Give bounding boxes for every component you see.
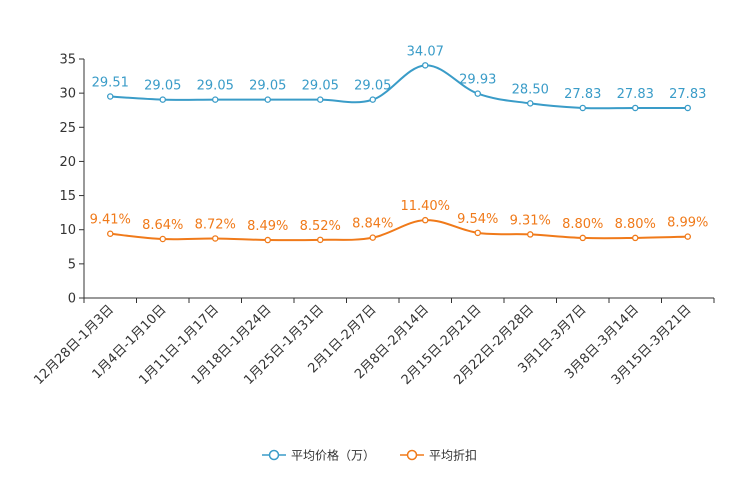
legend-item-average-price: 平均价格（万） — [262, 448, 375, 463]
data-point — [159, 235, 166, 243]
data-point — [316, 236, 324, 244]
data-point — [632, 104, 639, 112]
data-label: 28.50 — [512, 82, 549, 97]
data-label: 29.05 — [249, 79, 286, 94]
data-point — [107, 230, 114, 237]
data-point — [369, 96, 376, 103]
data-point — [474, 90, 481, 97]
data-label: 29.05 — [197, 79, 234, 94]
data-point — [421, 62, 429, 69]
data-point — [211, 96, 219, 103]
data-point — [264, 96, 271, 103]
y-tick-label: 5 — [68, 257, 76, 272]
legend-marker-icon — [406, 449, 418, 461]
data-label: 8.84% — [352, 217, 393, 232]
data-label: 29.93 — [459, 73, 496, 88]
data-point — [527, 231, 534, 238]
data-label: 8.80% — [562, 217, 603, 232]
legend: 平均价格（万） 平均折扣 — [262, 448, 477, 463]
y-tick-label: 10 — [59, 223, 76, 238]
series-layer: 29.51 29.05 29.05 29.05 29.05 29.05 34.07 29.93… — [90, 44, 708, 244]
data-label: 27.83 — [669, 87, 706, 102]
y-tick-label: 0 — [68, 292, 76, 307]
series-average-discount: 9.41% 8.64% 8.72% 8.49% 8.52% 8.84% 11.40% 9.54… — [90, 199, 708, 244]
data-point — [579, 234, 587, 242]
data-label: 9.41% — [90, 213, 131, 228]
data-label: 8.49% — [247, 219, 288, 234]
series-average-price: 29.51 29.05 29.05 29.05 29.05 29.05 34.07 29.93… — [92, 44, 706, 112]
data-label: 11.40% — [400, 199, 450, 214]
data-point — [632, 234, 639, 242]
data-label: 29.51 — [92, 75, 129, 90]
data-point — [211, 235, 219, 242]
data-point — [579, 104, 587, 112]
data-point — [684, 104, 692, 112]
data-point — [316, 96, 324, 103]
legend-label: 平均折扣 — [429, 448, 477, 463]
y-tick-label: 35 — [59, 53, 76, 68]
series-line — [110, 219, 688, 242]
legend-item-average-discount: 平均折扣 — [400, 448, 477, 463]
data-point — [264, 236, 271, 244]
data-label: 29.05 — [302, 79, 339, 94]
legend-marker-icon — [268, 449, 280, 461]
data-label: 8.52% — [300, 219, 341, 234]
data-label: 8.99% — [667, 216, 708, 231]
data-point — [684, 233, 692, 240]
data-label: 8.64% — [142, 218, 183, 233]
data-label: 29.05 — [144, 79, 181, 94]
legend-label: 平均价格（万） — [291, 448, 375, 463]
data-point — [527, 100, 534, 107]
data-label: 27.83 — [564, 87, 601, 102]
data-label: 27.83 — [617, 87, 654, 102]
data-point — [369, 234, 376, 241]
data-point — [474, 229, 481, 237]
data-label: 29.05 — [354, 79, 391, 94]
data-label: 9.54% — [457, 212, 498, 227]
data-point — [421, 216, 429, 224]
data-label: 8.72% — [195, 217, 236, 232]
data-point — [159, 96, 166, 103]
y-tick-label: 15 — [59, 189, 76, 204]
data-label: 34.07 — [407, 44, 444, 59]
data-label: 8.80% — [615, 217, 656, 232]
data-point — [107, 93, 114, 100]
y-tick-label: 25 — [59, 121, 76, 136]
data-label: 9.31% — [510, 213, 551, 228]
y-tick-label: 30 — [59, 87, 76, 102]
y-tick-label: 20 — [59, 155, 76, 170]
